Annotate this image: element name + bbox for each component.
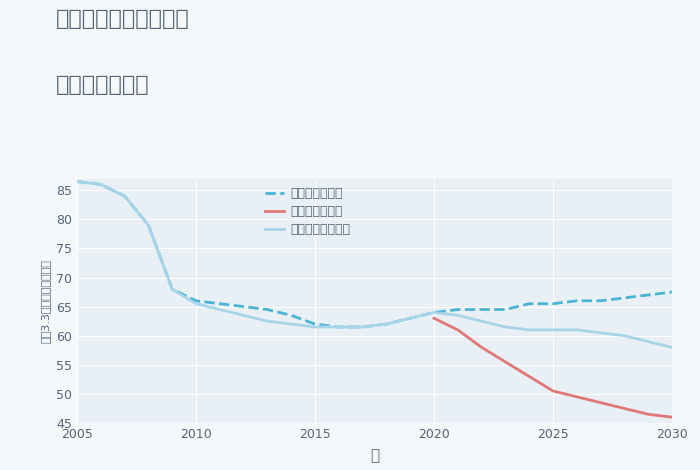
グッドシナリオ xyxy=(644,292,652,298)
X-axis label: 年: 年 xyxy=(370,448,379,463)
ノーマルシナリオ xyxy=(287,321,295,327)
バッドシナリオ xyxy=(525,374,533,379)
ノーマルシナリオ xyxy=(644,339,652,345)
グッドシナリオ xyxy=(501,307,510,313)
バッドシナリオ xyxy=(549,388,557,394)
Text: 土地の価格推移: 土地の価格推移 xyxy=(56,75,150,95)
グッドシナリオ xyxy=(287,313,295,318)
グッドシナリオ xyxy=(382,321,391,327)
Line: バッドシナリオ: バッドシナリオ xyxy=(434,318,672,417)
ノーマルシナリオ xyxy=(620,333,629,338)
グッドシナリオ xyxy=(573,298,581,304)
ノーマルシナリオ xyxy=(668,345,676,350)
グッドシナリオ xyxy=(406,315,414,321)
ノーマルシナリオ xyxy=(311,324,319,330)
グッドシナリオ xyxy=(549,301,557,306)
ノーマルシナリオ xyxy=(97,181,105,187)
ノーマルシナリオ xyxy=(263,318,272,324)
ノーマルシナリオ xyxy=(596,330,605,336)
バッドシナリオ xyxy=(573,394,581,399)
グッドシナリオ xyxy=(144,222,153,228)
グッドシナリオ xyxy=(168,286,176,292)
ノーマルシナリオ xyxy=(549,327,557,333)
グッドシナリオ xyxy=(216,301,224,306)
バッドシナリオ xyxy=(620,406,629,411)
バッドシナリオ xyxy=(596,400,605,406)
ノーマルシナリオ xyxy=(382,321,391,327)
ノーマルシナリオ xyxy=(120,193,129,199)
ノーマルシナリオ xyxy=(477,318,486,324)
ノーマルシナリオ xyxy=(239,313,248,318)
ノーマルシナリオ xyxy=(144,222,153,228)
グッドシナリオ xyxy=(358,324,367,330)
バッドシナリオ xyxy=(477,345,486,350)
ノーマルシナリオ xyxy=(358,324,367,330)
Line: ノーマルシナリオ: ノーマルシナリオ xyxy=(77,181,672,347)
グッドシナリオ xyxy=(477,307,486,313)
ノーマルシナリオ xyxy=(73,179,81,184)
グッドシナリオ xyxy=(263,307,272,313)
Y-axis label: 坪（3.3㎡）単価（万円）: 坪（3.3㎡）単価（万円） xyxy=(41,259,50,343)
グッドシナリオ xyxy=(192,298,200,304)
バッドシナリオ xyxy=(668,415,676,420)
Text: 奈良県奈良市学園中の: 奈良県奈良市学園中の xyxy=(56,9,190,30)
グッドシナリオ xyxy=(620,295,629,301)
グッドシナリオ xyxy=(430,310,438,315)
グッドシナリオ xyxy=(596,298,605,304)
バッドシナリオ xyxy=(454,327,462,333)
バッドシナリオ xyxy=(501,359,510,365)
バッドシナリオ xyxy=(430,315,438,321)
ノーマルシナリオ xyxy=(573,327,581,333)
グッドシナリオ xyxy=(335,324,343,330)
グッドシナリオ xyxy=(525,301,533,306)
グッドシナリオ xyxy=(120,193,129,199)
ノーマルシナリオ xyxy=(406,315,414,321)
グッドシナリオ xyxy=(73,179,81,184)
ノーマルシナリオ xyxy=(168,286,176,292)
Line: グッドシナリオ: グッドシナリオ xyxy=(77,181,672,327)
ノーマルシナリオ xyxy=(501,324,510,330)
グッドシナリオ xyxy=(97,181,105,187)
ノーマルシナリオ xyxy=(216,307,224,313)
グッドシナリオ xyxy=(668,289,676,295)
グッドシナリオ xyxy=(454,307,462,313)
グッドシナリオ xyxy=(239,304,248,309)
ノーマルシナリオ xyxy=(430,310,438,315)
バッドシナリオ xyxy=(644,411,652,417)
ノーマルシナリオ xyxy=(454,313,462,318)
Legend: グッドシナリオ, バッドシナリオ, ノーマルシナリオ: グッドシナリオ, バッドシナリオ, ノーマルシナリオ xyxy=(265,187,351,236)
ノーマルシナリオ xyxy=(192,301,200,306)
ノーマルシナリオ xyxy=(525,327,533,333)
グッドシナリオ xyxy=(311,321,319,327)
ノーマルシナリオ xyxy=(335,324,343,330)
